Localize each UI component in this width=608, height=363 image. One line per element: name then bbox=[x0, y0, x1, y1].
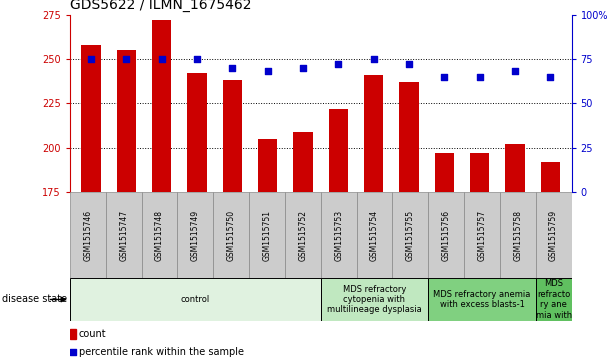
Text: percentile rank within the sample: percentile rank within the sample bbox=[78, 347, 244, 357]
Point bbox=[263, 69, 272, 74]
Point bbox=[545, 74, 555, 80]
Bar bbox=[142, 192, 178, 278]
Text: control: control bbox=[181, 295, 210, 304]
Point bbox=[122, 56, 131, 62]
Point bbox=[475, 74, 485, 80]
Bar bbox=[152, 20, 171, 192]
Bar bbox=[428, 192, 464, 278]
Text: GSM1515746: GSM1515746 bbox=[83, 209, 92, 261]
Bar bbox=[505, 144, 525, 192]
Bar bbox=[470, 153, 489, 192]
Point bbox=[157, 56, 167, 62]
Text: GSM1515749: GSM1515749 bbox=[191, 209, 200, 261]
Bar bbox=[392, 192, 428, 278]
Point bbox=[227, 65, 237, 71]
Text: MDS refractory anemia
with excess blasts-1: MDS refractory anemia with excess blasts… bbox=[434, 290, 531, 309]
Bar bbox=[187, 73, 207, 192]
Text: GSM1515758: GSM1515758 bbox=[513, 209, 522, 261]
Bar bbox=[70, 278, 321, 321]
Point bbox=[68, 349, 78, 355]
Bar bbox=[329, 109, 348, 192]
Bar bbox=[117, 50, 136, 192]
Bar bbox=[321, 192, 356, 278]
Point bbox=[298, 65, 308, 71]
Bar bbox=[258, 139, 277, 192]
Text: GSM1515757: GSM1515757 bbox=[477, 209, 486, 261]
Bar bbox=[178, 192, 213, 278]
Bar bbox=[541, 162, 560, 192]
Bar bbox=[223, 80, 242, 192]
Text: GSM1515748: GSM1515748 bbox=[155, 209, 164, 261]
Point bbox=[334, 61, 344, 67]
Bar bbox=[364, 75, 384, 192]
Bar bbox=[428, 278, 536, 321]
Text: MDS refractory
cytopenia with
multilineage dysplasia: MDS refractory cytopenia with multilinea… bbox=[327, 285, 422, 314]
Text: GSM1515751: GSM1515751 bbox=[263, 209, 272, 261]
Bar bbox=[249, 192, 285, 278]
Bar bbox=[435, 153, 454, 192]
Text: MDS
refracto
ry ane
mia with: MDS refracto ry ane mia with bbox=[536, 280, 572, 319]
Bar bbox=[321, 278, 428, 321]
Point bbox=[86, 56, 96, 62]
Point bbox=[440, 74, 449, 80]
Bar bbox=[106, 192, 142, 278]
Bar bbox=[464, 192, 500, 278]
Text: count: count bbox=[78, 329, 106, 339]
Text: GSM1515753: GSM1515753 bbox=[334, 209, 343, 261]
Bar bbox=[536, 278, 572, 321]
Text: GSM1515755: GSM1515755 bbox=[406, 209, 415, 261]
Bar bbox=[70, 329, 76, 339]
Bar bbox=[500, 192, 536, 278]
Point bbox=[369, 56, 379, 62]
Text: GSM1515752: GSM1515752 bbox=[299, 209, 307, 261]
Bar bbox=[70, 192, 106, 278]
Bar bbox=[536, 192, 572, 278]
Text: GSM1515759: GSM1515759 bbox=[549, 209, 558, 261]
Text: GSM1515756: GSM1515756 bbox=[441, 209, 451, 261]
Bar bbox=[81, 45, 101, 192]
Bar bbox=[293, 132, 313, 192]
Text: GSM1515754: GSM1515754 bbox=[370, 209, 379, 261]
Bar bbox=[399, 82, 419, 192]
Bar bbox=[213, 192, 249, 278]
Text: GSM1515750: GSM1515750 bbox=[227, 209, 236, 261]
Bar bbox=[356, 192, 392, 278]
Point bbox=[192, 56, 202, 62]
Bar bbox=[285, 192, 321, 278]
Point bbox=[510, 69, 520, 74]
Text: GDS5622 / ILMN_1675462: GDS5622 / ILMN_1675462 bbox=[70, 0, 252, 12]
Text: GSM1515747: GSM1515747 bbox=[119, 209, 128, 261]
Text: disease state: disease state bbox=[2, 294, 67, 305]
Point bbox=[404, 61, 414, 67]
